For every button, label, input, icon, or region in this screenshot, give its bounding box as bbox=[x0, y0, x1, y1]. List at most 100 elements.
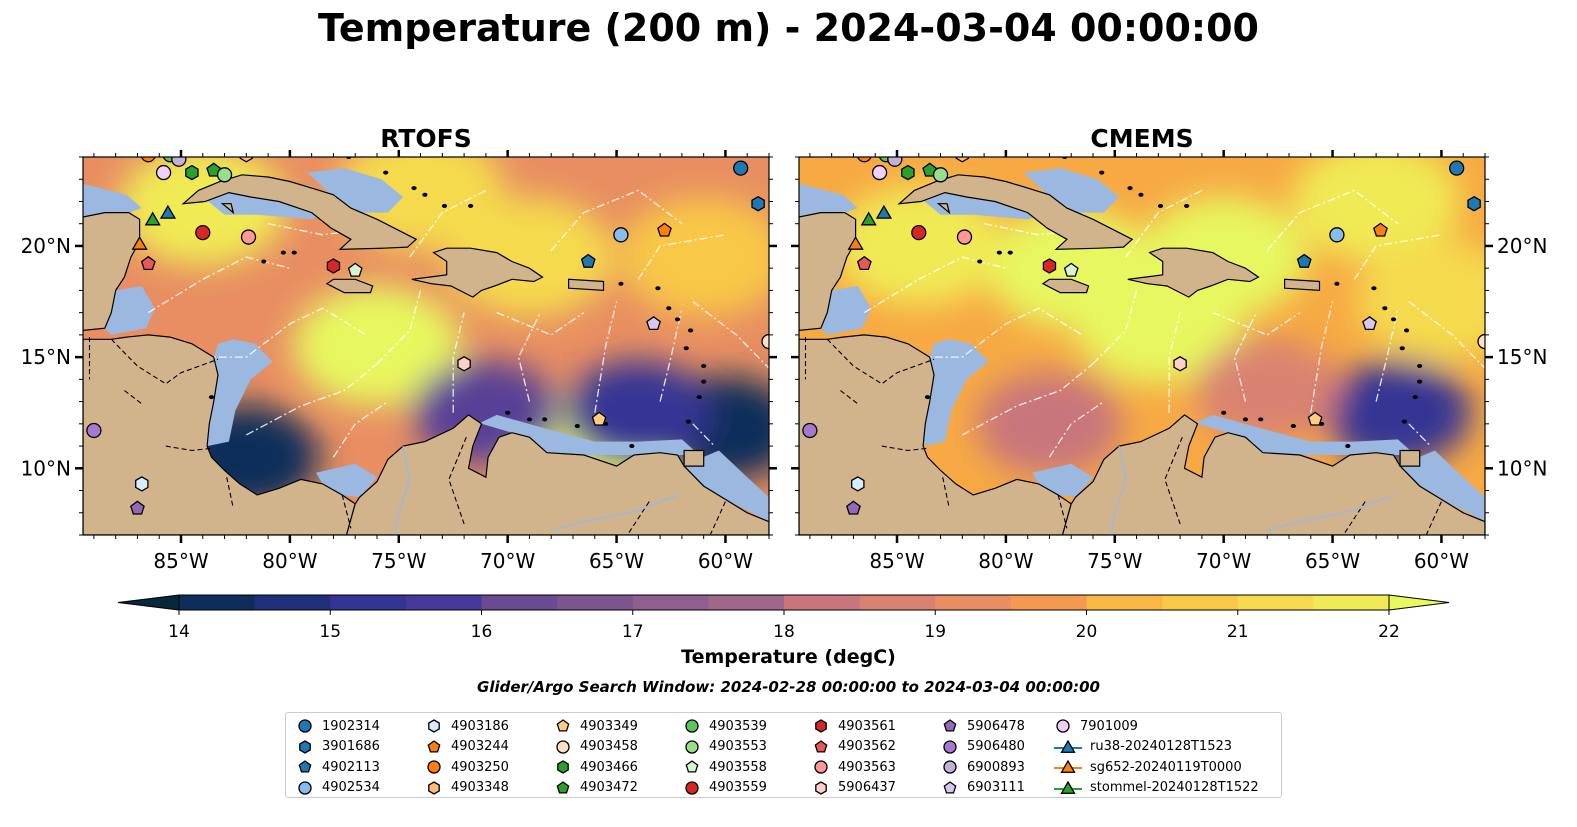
legend-marker bbox=[556, 780, 570, 794]
river bbox=[1267, 494, 1394, 532]
argo-float-5906437 bbox=[1173, 356, 1187, 372]
legend-marker bbox=[1060, 759, 1076, 774]
small-island bbox=[526, 417, 533, 422]
land-puertoRico bbox=[1283, 278, 1321, 292]
legend-label: 4903472 bbox=[580, 780, 638, 796]
argo-legend-marker bbox=[428, 780, 440, 795]
legend-label: 4903558 bbox=[709, 759, 767, 775]
eez-boundary bbox=[409, 189, 487, 258]
colorbar-segment bbox=[330, 595, 407, 610]
legend-marker bbox=[943, 780, 957, 794]
panel-title: RTOFS bbox=[380, 124, 472, 153]
argo-legend-marker bbox=[298, 719, 312, 733]
colorbar-tick-label: 17 bbox=[622, 622, 644, 642]
legend-item: 6900893 bbox=[941, 757, 1025, 778]
legend-marker bbox=[685, 781, 699, 795]
land-trinidad bbox=[1399, 449, 1421, 467]
small-island bbox=[468, 203, 474, 208]
eez-boundary bbox=[452, 312, 465, 413]
country-border bbox=[110, 338, 219, 385]
legend-item: 4903553 bbox=[683, 737, 767, 758]
small-island bbox=[291, 250, 297, 255]
legend-label: 7901009 bbox=[1080, 718, 1138, 734]
x-tick-label: 70°W bbox=[1196, 549, 1251, 573]
legend-marker bbox=[427, 739, 441, 753]
argo-legend-marker bbox=[556, 740, 570, 754]
argo-legend-marker bbox=[427, 760, 441, 774]
small-island bbox=[674, 317, 681, 322]
small-island bbox=[1221, 410, 1227, 415]
eez-boundary bbox=[245, 363, 378, 436]
search-window-note: Glider/Argo Search Window: 2024-02-28 00… bbox=[477, 678, 1100, 696]
colorbar-segment bbox=[1162, 595, 1239, 610]
argo-float-4903458 bbox=[761, 333, 769, 350]
legend-label: 4903250 bbox=[451, 759, 509, 775]
shallow-shelf bbox=[799, 183, 858, 217]
argo-float-4903466 bbox=[185, 164, 199, 181]
argo-legend-marker bbox=[815, 780, 827, 795]
land-yucatan bbox=[799, 212, 857, 332]
argo-float-4903186 bbox=[135, 476, 149, 492]
small-island bbox=[422, 192, 428, 197]
eez-boundary bbox=[1353, 234, 1442, 280]
argo-float-1902314 bbox=[1449, 160, 1465, 176]
country-border bbox=[942, 477, 950, 509]
glider-stommel-20240128T1522 bbox=[144, 211, 161, 226]
argo-legend-marker bbox=[556, 719, 570, 732]
argo-legend-marker bbox=[815, 719, 827, 734]
legend-item: 5906478 bbox=[941, 716, 1025, 737]
legend-item: 4902534 bbox=[296, 778, 380, 799]
glider-ru38-20240128T1523 bbox=[875, 204, 893, 219]
small-island bbox=[1157, 203, 1164, 208]
argo-legend-marker bbox=[943, 719, 957, 732]
legend-marker bbox=[556, 740, 570, 754]
argo-legend-marker bbox=[685, 781, 699, 795]
x-tick-label: 80°W bbox=[978, 549, 1033, 573]
legend-label: sg652-20240119T0000 bbox=[1090, 759, 1242, 775]
platform-legend: 1902314 3901686 4902113 4902534 4903186 49032… bbox=[285, 712, 1282, 798]
legend-item: 4903466 bbox=[554, 757, 638, 778]
argo-float-4903561 bbox=[326, 258, 341, 274]
colorbar-segment bbox=[557, 595, 634, 610]
shallow-shelf bbox=[1032, 463, 1093, 498]
land-southAmerica bbox=[345, 414, 769, 535]
argo-float-4903244 bbox=[1373, 222, 1388, 237]
small-island bbox=[261, 259, 267, 264]
small-island bbox=[1138, 192, 1144, 197]
colorbar-segment bbox=[859, 595, 936, 610]
eez-boundary bbox=[961, 363, 1094, 436]
argo-float-4902534 bbox=[1329, 227, 1345, 243]
argo-float-3901686 bbox=[1467, 195, 1481, 212]
argo-float-4903472 bbox=[922, 162, 938, 177]
colorbar-tick-label: 20 bbox=[1076, 622, 1098, 642]
argo-float-4903563 bbox=[956, 229, 973, 245]
x-tick-label: 60°W bbox=[698, 549, 753, 573]
small-island bbox=[1371, 286, 1377, 291]
argo-float-5906437 bbox=[457, 356, 471, 372]
legend-column: 4903561 4903562 4903563 5906437 bbox=[812, 716, 896, 798]
temperature-core bbox=[1194, 338, 1341, 443]
legend-label: 4903563 bbox=[838, 759, 896, 775]
small-island bbox=[977, 259, 983, 264]
legend-item: 4903250 bbox=[425, 757, 509, 778]
legend-marker bbox=[428, 719, 440, 734]
eez-boundary bbox=[147, 256, 291, 314]
colorbar-tick-label: 18 bbox=[773, 622, 795, 642]
legend-marker bbox=[298, 781, 312, 795]
small-island bbox=[629, 444, 635, 449]
legend-column: 4903186 4903244 4903250 4903348 bbox=[425, 716, 509, 798]
eez-boundary bbox=[594, 301, 618, 413]
land-trinidad bbox=[683, 449, 705, 467]
legend-label: 4902113 bbox=[322, 759, 380, 775]
argo-float-4903559 bbox=[911, 224, 927, 241]
argo-float-4903250 bbox=[857, 157, 872, 163]
colorbar-segment bbox=[254, 595, 331, 610]
argo-float-5906480 bbox=[802, 422, 818, 439]
eez-boundary bbox=[692, 423, 716, 447]
argo-legend-marker bbox=[299, 739, 311, 754]
legend-item: 6903111 bbox=[941, 778, 1025, 799]
glider-sg652-20240119T0000 bbox=[847, 235, 864, 250]
colorbar-segment bbox=[405, 595, 482, 610]
small-island bbox=[1242, 417, 1249, 422]
small-island bbox=[1258, 417, 1264, 422]
